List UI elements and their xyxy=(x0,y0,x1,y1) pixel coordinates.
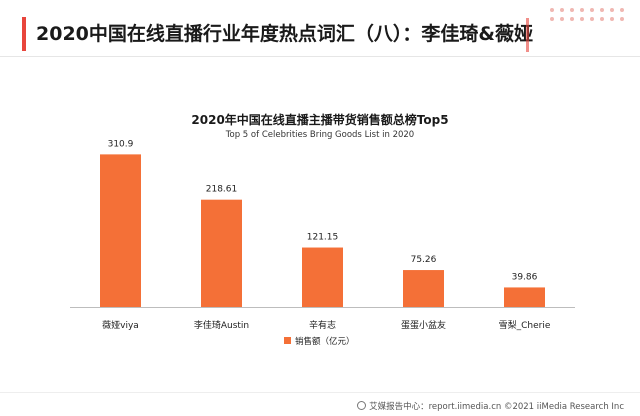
x-tick-label: 李佳琦Austin xyxy=(194,319,249,331)
decorative-dot xyxy=(560,17,564,21)
decorative-dot xyxy=(610,8,614,12)
bar xyxy=(403,270,444,307)
logo-icon xyxy=(357,401,367,410)
bar-chart: 310.9 薇娅viya 218.61 李佳琦Austin 121.15 辛有志 75.26… xyxy=(70,139,575,347)
title-accent-bar xyxy=(22,17,26,51)
page-header: 2020中国在线直播行业年度热点词汇（八）：李佳琦&薇娅 xyxy=(0,0,640,58)
x-tick-label: 辛有志 xyxy=(309,319,336,331)
decorative-dot xyxy=(560,8,564,12)
header-divider xyxy=(0,56,640,57)
data-label: 39.86 xyxy=(512,272,538,282)
decorative-dot xyxy=(570,8,574,12)
decorative-dot xyxy=(590,17,594,21)
decorative-dot xyxy=(580,17,584,21)
data-label: 121.15 xyxy=(307,233,339,243)
x-tick-label: 雪梨_Cherie xyxy=(499,319,551,331)
data-label: 75.26 xyxy=(411,255,437,265)
bar xyxy=(504,287,545,307)
source-credit: 艾媒报告中心：report.iimedia.cn ©2021 iiMedia R… xyxy=(357,400,624,412)
bar xyxy=(100,154,141,307)
chart-title: 2020年中国在线直播主播带货销售额总榜Top5 xyxy=(191,113,449,127)
decorative-dot xyxy=(580,8,584,12)
bar xyxy=(201,199,242,307)
x-tick-label: 蛋蛋小盆友 xyxy=(401,319,446,331)
legend-label: 销售额（亿元） xyxy=(295,336,355,347)
decorative-dot xyxy=(600,17,604,21)
decorative-dot xyxy=(600,8,604,12)
decorative-dot xyxy=(610,17,614,21)
decorative-dots xyxy=(550,8,640,28)
decorative-dot xyxy=(570,17,574,21)
decorative-dot xyxy=(620,17,624,21)
chart-subtitle: Top 5 of Celebrities Bring Goods List in… xyxy=(225,130,415,140)
source-text: 艾媒报告中心：report.iimedia.cn ©2021 iiMedia R… xyxy=(369,402,624,412)
page-title: 2020中国在线直播行业年度热点词汇（八）：李佳琦&薇娅 xyxy=(36,23,533,45)
page-footer: 艾媒报告中心：report.iimedia.cn ©2021 iiMedia R… xyxy=(0,392,640,416)
data-label: 218.61 xyxy=(206,185,238,195)
decorative-dot xyxy=(620,8,624,12)
decorative-dot xyxy=(590,8,594,12)
legend-swatch xyxy=(284,337,291,344)
bar xyxy=(302,247,343,307)
decorative-mark xyxy=(526,18,529,52)
data-label: 310.9 xyxy=(108,139,134,149)
decorative-dot xyxy=(550,17,554,21)
footer-divider xyxy=(0,392,640,393)
x-tick-label: 薇娅viya xyxy=(102,319,139,331)
decorative-dot xyxy=(550,8,554,12)
